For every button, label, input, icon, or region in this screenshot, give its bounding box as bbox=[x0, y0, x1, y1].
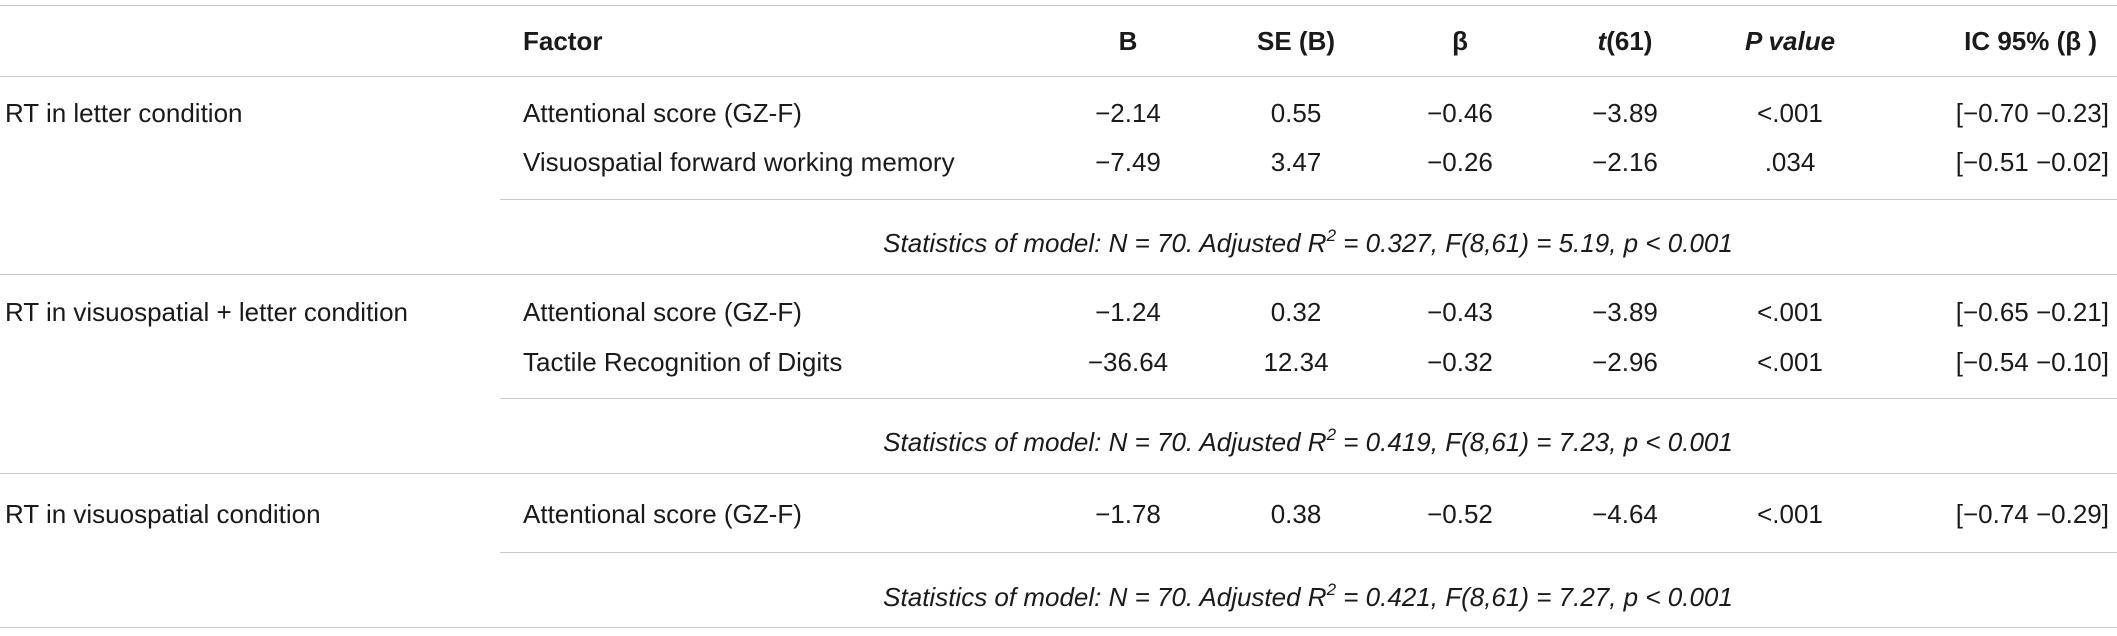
header-t-italic: t bbox=[1597, 26, 1607, 56]
stats-superscript: 2 bbox=[1326, 226, 1337, 245]
group-rule-2 bbox=[0, 473, 2117, 474]
header-t-df: (61) bbox=[1606, 26, 1653, 56]
cell-ic: [−0.65 −0.21] bbox=[1955, 297, 2109, 327]
model-statistics: Statistics of model: N = 70. Adjusted R2… bbox=[883, 581, 1733, 612]
cell-ic: [−0.74 −0.29] bbox=[1955, 499, 2109, 529]
cell-factor: Attentional score (GZ-F) bbox=[523, 98, 802, 128]
stats-text-post: = 0.327, F(8,61) = 5.19, p < 0.001 bbox=[1336, 228, 1733, 258]
cell-se: 3.47 bbox=[1270, 147, 1322, 177]
header-rule bbox=[0, 76, 2117, 77]
header-b: B bbox=[1118, 26, 1138, 56]
header-t: t(61) bbox=[1598, 28, 1653, 54]
table-bottom-rule bbox=[0, 627, 2117, 628]
cell-p: <.001 bbox=[1757, 98, 1823, 128]
cell-beta: −0.46 bbox=[1427, 98, 1493, 128]
group-label: RT in visuospatial condition bbox=[5, 499, 321, 529]
cell-ic: [−0.54 −0.10] bbox=[1955, 347, 2109, 377]
group-label: RT in visuospatial + letter condition bbox=[5, 297, 408, 327]
cell-beta: −0.52 bbox=[1427, 499, 1493, 529]
cell-se: 12.34 bbox=[1263, 347, 1329, 377]
stats-rule-2 bbox=[500, 398, 2117, 399]
stats-text-pre: Statistics of model: N = 70. Adjusted R bbox=[883, 427, 1327, 457]
cell-factor: Attentional score (GZ-F) bbox=[523, 499, 802, 529]
cell-p: <.001 bbox=[1757, 347, 1823, 377]
cell-b: −1.78 bbox=[1095, 499, 1161, 529]
header-se: SE (B) bbox=[1257, 26, 1335, 56]
table-top-rule bbox=[0, 5, 2117, 6]
cell-b: −36.64 bbox=[1087, 347, 1169, 377]
stats-text-post: = 0.421, F(8,61) = 7.27, p < 0.001 bbox=[1336, 582, 1733, 612]
cell-p: .034 bbox=[1764, 147, 1816, 177]
header-ic: IC 95% (β ) bbox=[1964, 26, 2097, 56]
header-p: P value bbox=[1744, 26, 1836, 56]
stats-superscript: 2 bbox=[1326, 425, 1337, 444]
cell-t: −4.64 bbox=[1592, 499, 1658, 529]
cell-t: −3.89 bbox=[1592, 297, 1658, 327]
cell-ic: [−0.51 −0.02] bbox=[1955, 147, 2109, 177]
model-statistics: Statistics of model: N = 70. Adjusted R2… bbox=[883, 227, 1733, 258]
cell-factor: Attentional score (GZ-F) bbox=[523, 297, 802, 327]
cell-p: <.001 bbox=[1757, 499, 1823, 529]
cell-b: −7.49 bbox=[1095, 147, 1161, 177]
cell-se: 0.38 bbox=[1270, 499, 1322, 529]
cell-t: −3.89 bbox=[1592, 98, 1658, 128]
cell-factor: Tactile Recognition of Digits bbox=[523, 347, 843, 377]
group-rule-1 bbox=[0, 274, 2117, 275]
cell-t: −2.96 bbox=[1592, 347, 1658, 377]
cell-se: 0.55 bbox=[1270, 98, 1322, 128]
cell-b: −1.24 bbox=[1095, 297, 1161, 327]
stats-text-post: = 0.419, F(8,61) = 7.23, p < 0.001 bbox=[1336, 427, 1733, 457]
stats-text-pre: Statistics of model: N = 70. Adjusted R bbox=[883, 582, 1327, 612]
stats-rule-1 bbox=[500, 199, 2117, 200]
cell-beta: −0.26 bbox=[1427, 147, 1493, 177]
stats-text-pre: Statistics of model: N = 70. Adjusted R bbox=[883, 228, 1327, 258]
cell-factor: Visuospatial forward working memory bbox=[523, 147, 955, 177]
cell-ic: [−0.70 −0.23] bbox=[1955, 98, 2109, 128]
header-factor: Factor bbox=[523, 26, 603, 56]
stats-superscript: 2 bbox=[1326, 580, 1337, 599]
group-label: RT in letter condition bbox=[5, 98, 243, 128]
stats-rule-3 bbox=[500, 552, 2117, 553]
header-beta: β bbox=[1452, 26, 1468, 56]
cell-se: 0.32 bbox=[1270, 297, 1322, 327]
cell-beta: −0.43 bbox=[1427, 297, 1493, 327]
cell-b: −2.14 bbox=[1095, 98, 1161, 128]
cell-t: −2.16 bbox=[1592, 147, 1658, 177]
cell-beta: −0.32 bbox=[1427, 347, 1493, 377]
model-statistics: Statistics of model: N = 70. Adjusted R2… bbox=[883, 426, 1733, 457]
cell-p: <.001 bbox=[1757, 297, 1823, 327]
